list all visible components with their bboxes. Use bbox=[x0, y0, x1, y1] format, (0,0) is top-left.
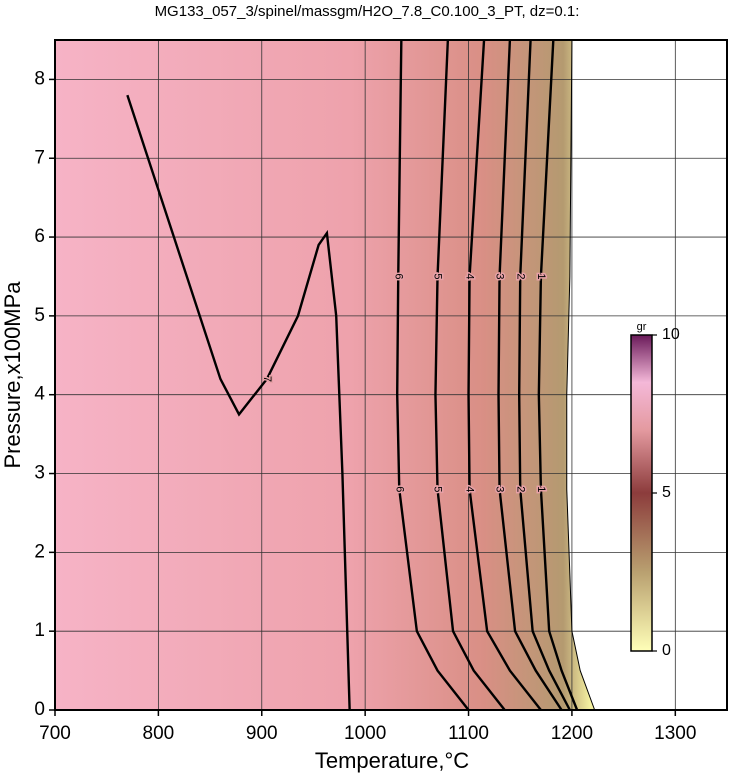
x-axis-label: Temperature,°C bbox=[315, 748, 469, 773]
colorbar bbox=[630, 334, 653, 652]
contour-label: 2 bbox=[514, 273, 526, 279]
contour-line bbox=[467, 39, 542, 711]
contour-line bbox=[497, 39, 563, 711]
contour-label: 4 bbox=[464, 486, 476, 492]
contour-label: 3 bbox=[494, 273, 506, 279]
colorbar-tick-label: 10 bbox=[662, 326, 680, 343]
x-tick-label: 1100 bbox=[448, 723, 489, 744]
x-tick-label: 1000 bbox=[344, 723, 386, 744]
y-tick-label: 1 bbox=[34, 620, 45, 641]
y-tick-label: 3 bbox=[34, 463, 45, 484]
y-tick-label: 8 bbox=[34, 68, 45, 89]
contour-label: 5 bbox=[432, 486, 444, 492]
y-tick-label: 7 bbox=[34, 147, 45, 168]
filled-region bbox=[55, 40, 595, 710]
y-axis-label: Pressure,x100MPa bbox=[0, 281, 25, 469]
x-tick-label: 1200 bbox=[551, 723, 593, 744]
x-tick-label: 800 bbox=[143, 723, 175, 744]
y-tick-label: 4 bbox=[34, 384, 45, 405]
contour-label: 3 bbox=[494, 486, 506, 492]
y-tick-label: 5 bbox=[34, 305, 45, 326]
contour-line bbox=[566, 39, 596, 711]
colorbar-label: gr bbox=[637, 321, 647, 333]
chart-title: MG133_057_3/spinel/massgm/H2O_7.8_C0.100… bbox=[155, 3, 580, 20]
contour-label: 1 bbox=[535, 273, 547, 279]
contour-label: 6 bbox=[392, 273, 404, 279]
contour-label: 4 bbox=[464, 273, 476, 279]
x-tick-label: 700 bbox=[39, 723, 71, 744]
contour-label: 2 bbox=[514, 486, 526, 492]
x-tick-label: 1300 bbox=[654, 723, 696, 744]
plot-frame bbox=[54, 39, 728, 711]
contour-label: 1 bbox=[535, 486, 547, 492]
colorbar-tick-label: 0 bbox=[662, 642, 671, 659]
x-tick-label: 900 bbox=[246, 723, 278, 744]
contour-line bbox=[537, 39, 579, 711]
y-tick-label: 6 bbox=[34, 226, 45, 247]
y-tick-label: 0 bbox=[34, 699, 45, 720]
contour-label: 6 bbox=[393, 486, 405, 492]
colorbar-tick-label: 5 bbox=[662, 484, 671, 501]
contour-line bbox=[517, 39, 571, 711]
y-tick-label: 2 bbox=[34, 541, 45, 562]
contour-line bbox=[126, 94, 351, 711]
contour-label: 5 bbox=[432, 273, 444, 279]
contour-label: 7 bbox=[261, 376, 273, 382]
contour-line bbox=[396, 39, 470, 711]
contour-line bbox=[434, 39, 506, 711]
